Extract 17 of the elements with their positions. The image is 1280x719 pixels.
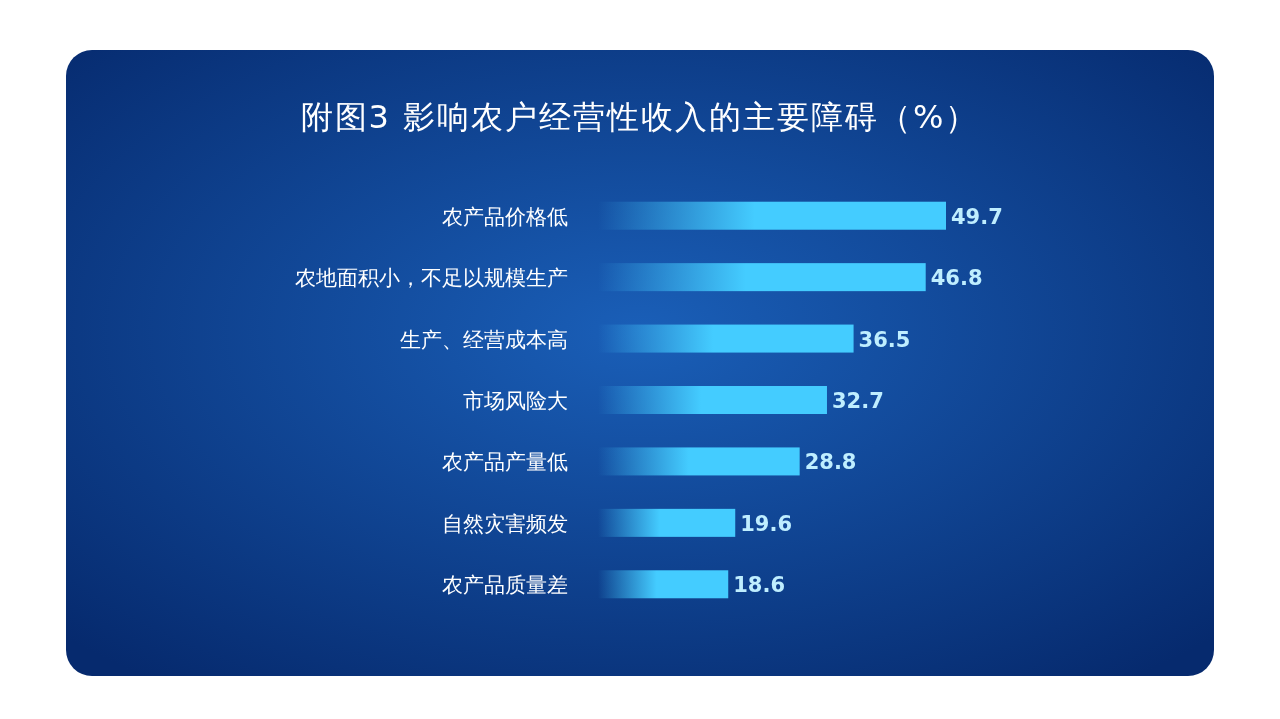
y-tick-label: 农产品产量低	[442, 450, 568, 475]
y-tick-label: 农产品质量差	[442, 573, 568, 598]
y-tick-label: 农地面积小，不足以规模生产	[295, 266, 568, 291]
data-label: 18.6	[733, 573, 786, 598]
y-tick-label: 自然灾害频发	[442, 511, 568, 536]
y-tick-label: 农产品价格低	[442, 204, 568, 229]
data-label: 36.5	[858, 327, 911, 352]
data-label: 49.7	[951, 204, 1003, 229]
data-label: 19.6	[740, 511, 793, 536]
bar	[598, 570, 729, 599]
bar	[598, 508, 736, 537]
y-tick-label: 生产、经营成本高	[400, 327, 568, 352]
data-label: 28.8	[804, 450, 857, 475]
data-label: 32.7	[831, 389, 884, 413]
y-tick-label: 市场风险大	[463, 389, 568, 413]
chart-title: 附图3 影响农户经营性收入的主要障碍（%）	[300, 98, 980, 136]
data-label: 46.8	[930, 266, 983, 291]
